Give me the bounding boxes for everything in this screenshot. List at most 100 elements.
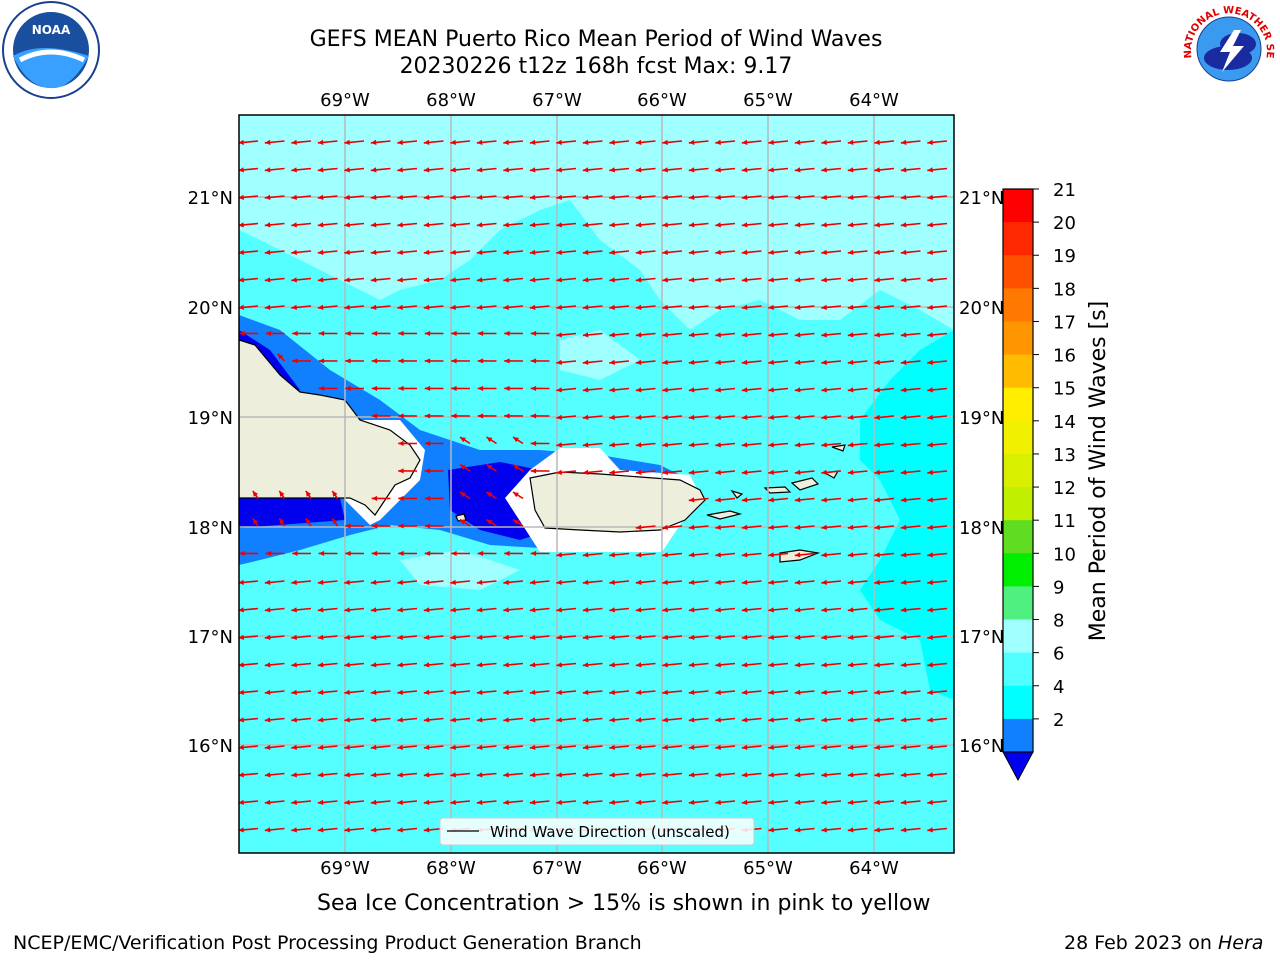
direction-arrow: [239, 772, 259, 778]
direction-arrow: [847, 194, 868, 200]
colorbar-segment: [1003, 288, 1033, 322]
direction-arrow: [662, 304, 683, 310]
footer-branch: NCEP/EMC/Verification Post Processing Pr…: [13, 932, 642, 954]
direction-arrow: [291, 579, 312, 585]
lon-tick-label: 65°W: [743, 90, 793, 111]
direction-arrow: [239, 304, 259, 310]
direction-arrow: [264, 139, 285, 145]
direction-arrow: [277, 353, 286, 362]
direction-arrow: [530, 468, 550, 474]
lat-tick-label: 16°N: [188, 736, 233, 757]
direction-arrow: [371, 413, 391, 419]
direction-arrow: [900, 139, 921, 145]
direction-arrow: [371, 550, 391, 557]
direction-arrow: [529, 579, 550, 585]
direction-arrow: [529, 222, 550, 228]
direction-arrow: [635, 634, 656, 640]
direction-arrow: [688, 167, 709, 173]
island-desecheo: [455, 513, 467, 522]
direction-arrow: [397, 167, 418, 173]
direction-arrow: [530, 413, 550, 419]
direction-arrow: [450, 607, 471, 613]
direction-arrow: [291, 277, 312, 283]
direction-arrow: [582, 717, 603, 723]
colorbar: 21 20 19 18 17 16 15 14 13 12 11 10 9 8 6 4 2: [1002, 180, 1076, 782]
direction-arrow: [424, 550, 444, 557]
direction-arrow: [821, 387, 842, 393]
direction-arrow: [847, 167, 868, 173]
direction-arrow: [530, 358, 550, 364]
direction-arrow: [344, 249, 365, 255]
direction-arrow: [768, 497, 789, 503]
direction-arrow: [715, 524, 736, 530]
direction-arrow: [688, 194, 709, 200]
direction-arrow: [635, 442, 656, 448]
island-tortola: [790, 477, 820, 491]
direction-arrow: [768, 277, 789, 283]
direction-arrow: [821, 607, 842, 613]
direction-arrow: [503, 689, 524, 695]
nws-logo: NATIONAL WEATHER SERVICE: [1178, 0, 1275, 95]
direction-arrow: [398, 550, 418, 557]
colorbar-segment: [1003, 453, 1033, 488]
direction-arrow: [794, 772, 815, 778]
direction-arrow: [476, 607, 497, 613]
direction-arrow: [582, 414, 603, 420]
direction-arrow: [344, 139, 365, 145]
direction-arrow: [662, 387, 683, 393]
direction-arrow: [291, 249, 312, 255]
direction-arrow: [768, 332, 789, 338]
direction-arrow: [556, 414, 577, 420]
direction-arrow: [278, 490, 286, 499]
direction-arrow: [609, 469, 630, 475]
direction-arrow: [370, 717, 391, 723]
direction-arrow: [451, 413, 471, 419]
direction-arrow: [847, 552, 868, 558]
direction-arrow: [741, 579, 762, 585]
direction-arrow: [715, 607, 736, 613]
direction-arrow: [582, 744, 603, 750]
direction-arrow: [318, 330, 338, 337]
direction-arrow: [847, 717, 868, 723]
direction-arrow: [688, 414, 709, 420]
direction-arrow: [424, 413, 444, 419]
colorbar-tick-label: 19: [1053, 246, 1076, 267]
direction-arrow: [821, 167, 842, 173]
lon-tick-label: 69°W: [320, 858, 370, 879]
lat-tick-label: 19°N: [959, 408, 1004, 429]
direction-arrow: [504, 550, 524, 557]
direction-arrow: [662, 469, 683, 475]
direction-arrow: [927, 194, 948, 200]
direction-arrow: [344, 222, 365, 228]
direction-arrow: [398, 495, 418, 502]
footer-machine: Hera: [1218, 932, 1264, 954]
direction-arrow: [344, 304, 365, 310]
colorbar-segment: [1003, 420, 1033, 455]
direction-arrow: [556, 359, 577, 365]
direction-arrow: [688, 799, 709, 805]
direction-arrow: [874, 607, 895, 613]
land-hispaniola: [239, 339, 421, 516]
direction-arrow: [486, 436, 497, 445]
direction-arrow: [609, 717, 630, 723]
direction-arrow: [530, 385, 550, 392]
direction-arrow: [688, 497, 709, 503]
direction-arrow: [370, 827, 391, 833]
direction-arrow: [370, 222, 391, 228]
direction-arrow: [291, 304, 312, 310]
direction-arrow: [715, 304, 736, 310]
direction-arrow: [239, 167, 259, 173]
direction-arrow: [512, 518, 524, 527]
direction-arrow: [317, 139, 338, 145]
direction-arrow: [715, 497, 736, 503]
direction-arrow: [371, 358, 391, 364]
lon-tick-label: 68°W: [426, 90, 476, 111]
direction-arrow: [556, 552, 577, 558]
direction-arrow: [715, 249, 736, 255]
direction-arrow: [927, 827, 948, 833]
direction-arrow: [278, 517, 286, 527]
direction-arrow: [264, 277, 285, 283]
direction-arrow: [662, 579, 683, 585]
direction-arrow: [451, 330, 471, 337]
direction-arrow: [476, 277, 497, 283]
